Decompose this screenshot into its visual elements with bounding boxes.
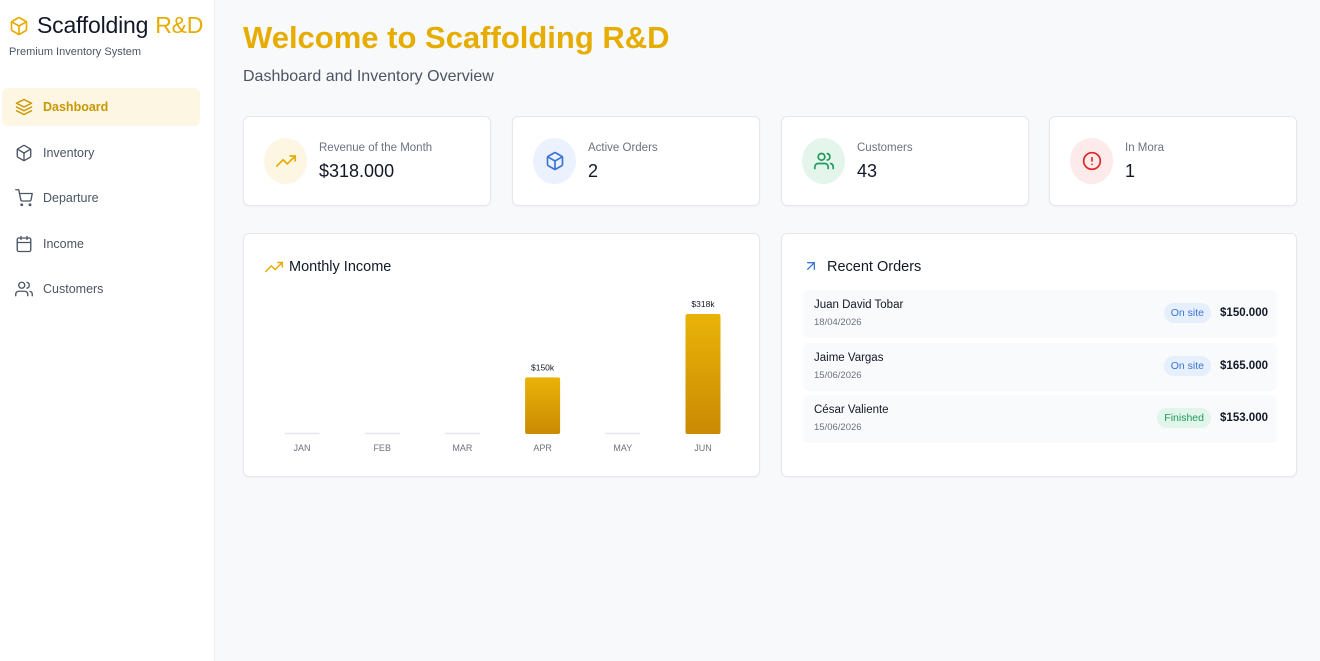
- alert-circle-icon: [1070, 138, 1113, 184]
- recent-orders-title: Recent Orders: [827, 259, 922, 275]
- chart-tick-label: JAN: [293, 443, 310, 453]
- chart-data-label: $150k: [531, 362, 555, 372]
- order-amount: $165.000: [1220, 359, 1268, 372]
- brand-name: Scaffolding: [37, 12, 149, 38]
- stat-card-in-mora: In Mora 1: [1049, 116, 1297, 206]
- stat-label: Active Orders: [588, 142, 658, 154]
- stat-label: Customers: [857, 142, 913, 154]
- stat-value: $318.000: [319, 161, 395, 181]
- stat-card-active-orders: Active Orders 2: [512, 116, 760, 206]
- sidebar-item-label: Dashboard: [43, 100, 109, 114]
- stat-value: 43: [857, 161, 878, 181]
- page-subtitle: Dashboard and Inventory Overview: [243, 68, 494, 85]
- sidebar-item-dashboard[interactable]: Dashboard: [2, 88, 200, 126]
- sidebar-item-income[interactable]: Income: [2, 225, 200, 263]
- sidebar-item-customers[interactable]: Customers: [2, 270, 200, 308]
- cart-icon: [15, 189, 33, 207]
- package-icon: [533, 138, 576, 184]
- brand[interactable]: Scaffolding R&D: [9, 12, 203, 39]
- box-icon: [9, 16, 29, 36]
- sidebar-item-label: Income: [43, 236, 84, 251]
- order-date: 15/06/2026: [814, 369, 862, 381]
- order-row[interactable]: Juan David Tobar 18/04/2026 On site $150…: [803, 290, 1277, 338]
- sidebar-item-inventory[interactable]: Inventory: [2, 134, 200, 172]
- users-icon: [15, 280, 33, 298]
- order-row[interactable]: Jaime Vargas 15/06/2026 On site $165.000: [803, 342, 1277, 391]
- trending-up-icon: [265, 258, 283, 276]
- stat-card-revenue: Revenue of the Month $318.000: [243, 116, 491, 206]
- arrow-up-right-icon: [803, 258, 821, 276]
- stat-value: 2: [588, 161, 599, 181]
- order-amount: $150.000: [1220, 307, 1268, 319]
- sidebar-item-label: Customers: [43, 282, 104, 296]
- order-date: 15/06/2026: [814, 422, 862, 433]
- sidebar-item-departure[interactable]: Departure: [2, 179, 200, 217]
- panel-header: Recent Orders: [803, 258, 921, 276]
- status-badge: On site: [1163, 303, 1211, 323]
- chart-tick-label: APR: [533, 443, 552, 453]
- layers-icon: [15, 98, 33, 116]
- order-date: 18/04/2026: [814, 317, 862, 328]
- package-icon: [15, 144, 33, 162]
- order-row[interactable]: César Valiente 15/06/2026 Finished $153.…: [803, 395, 1277, 443]
- chart-data-label: $318k: [691, 299, 715, 309]
- brand-accent: R&D: [155, 12, 204, 38]
- status-badge: Finished: [1157, 408, 1211, 428]
- order-amount: $153.000: [1220, 412, 1268, 424]
- trending-up-icon: [264, 138, 307, 184]
- stat-value: 1: [1125, 161, 1136, 181]
- users-icon: [802, 138, 845, 184]
- chart-tick-label: MAY: [613, 443, 632, 453]
- chart-tick-label: JUN: [694, 443, 712, 453]
- sidebar: Scaffolding R&D Premium Inventory System…: [0, 0, 215, 661]
- chart-bar-apr: [525, 377, 561, 434]
- order-customer-name: César Valiente: [814, 404, 889, 416]
- chart-bar-jun: [685, 314, 721, 434]
- brand-subtitle: Premium Inventory System: [9, 46, 142, 58]
- order-customer-name: Jaime Vargas: [814, 351, 884, 364]
- recent-orders-panel: Recent Orders Juan David Tobar 18/04/202…: [781, 233, 1297, 477]
- sidebar-nav: Dashboard Inventory Departure Income Cus…: [2, 88, 200, 316]
- monthly-income-panel: Monthly Income JAN FEB MAR $150k APR MAY $318k…: [243, 233, 760, 477]
- calendar-icon: [15, 235, 33, 253]
- stat-card-customers: Customers 43: [781, 116, 1029, 206]
- page-title: Welcome to Scaffolding R&D: [243, 20, 670, 55]
- orders-list: Juan David Tobar 18/04/2026 On site $150…: [803, 290, 1277, 448]
- panel-header: Monthly Income: [265, 258, 391, 276]
- monthly-income-title: Monthly Income: [289, 259, 392, 275]
- status-badge: On site: [1163, 355, 1211, 376]
- sidebar-item-label: Inventory: [43, 145, 95, 160]
- stat-label: Revenue of the Month: [319, 142, 433, 154]
- monthly-income-chart: JAN FEB MAR $150k APR MAY $318k JUN: [284, 299, 721, 453]
- chart-tick-label: FEB: [373, 443, 391, 453]
- stat-label: In Mora: [1125, 142, 1164, 154]
- order-customer-name: Juan David Tobar: [814, 299, 904, 311]
- chart-tick-label: MAR: [452, 443, 473, 453]
- sidebar-item-label: Departure: [43, 191, 99, 205]
